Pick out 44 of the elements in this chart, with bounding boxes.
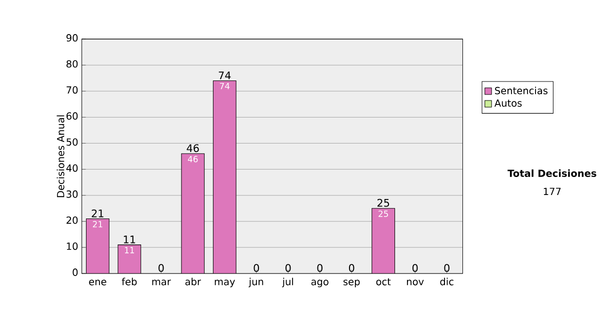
x-tick-label: may: [214, 280, 235, 288]
x-tick-label: nov: [406, 280, 424, 286]
x-tick-label: sep: [343, 280, 360, 288]
x-tick-label: jun: [248, 278, 264, 288]
data-label: 74: [220, 82, 230, 90]
legend-label: Autos: [494, 100, 522, 107]
x-tick-label: ago: [311, 280, 328, 288]
x-tick-label: ene: [89, 280, 106, 286]
total-label: 0: [254, 264, 260, 272]
data-label: 11: [124, 247, 134, 254]
total-label: 21: [92, 209, 104, 218]
total-label: 25: [377, 198, 390, 207]
legend-label: Sentencias: [495, 86, 548, 94]
y-tick-label: 0: [72, 268, 78, 276]
y-axis-title: Decisiones Anual: [56, 115, 64, 198]
total-label: 46: [186, 144, 199, 152]
y-tick-label: 80: [66, 60, 78, 68]
y-tick-label: 90: [66, 34, 78, 42]
y-tick-label: 30: [66, 190, 78, 198]
x-tick-label: abr: [185, 278, 202, 286]
y-tick-label: 50: [66, 138, 78, 146]
total-label: 0: [158, 264, 164, 272]
total-label: 74: [218, 72, 231, 80]
y-tick-label: 70: [66, 86, 78, 94]
total-label: 11: [124, 236, 136, 244]
text: 177: [544, 188, 561, 195]
x-tick-label: jul: [282, 278, 294, 288]
data-label: 46: [188, 156, 198, 162]
data-label: 21: [92, 220, 102, 228]
data-label: 25: [378, 210, 388, 217]
y-tick-label: 20: [66, 216, 78, 224]
x-tick-label: oct: [376, 278, 391, 286]
total-label: 0: [317, 264, 322, 272]
total-label: 0: [412, 264, 418, 272]
x-tick-label: mar: [152, 280, 171, 286]
total-label: 0: [286, 264, 291, 272]
total-label: 0: [444, 264, 450, 272]
x-tick-label: dic: [440, 278, 454, 286]
x-tick-label: feb: [122, 278, 137, 286]
total-label: 0: [348, 264, 354, 272]
y-tick-label: 10: [66, 242, 78, 250]
text: Total Decisiones: [508, 169, 596, 177]
y-tick-label: 40: [66, 164, 78, 172]
y-tick-label: 60: [66, 112, 78, 120]
